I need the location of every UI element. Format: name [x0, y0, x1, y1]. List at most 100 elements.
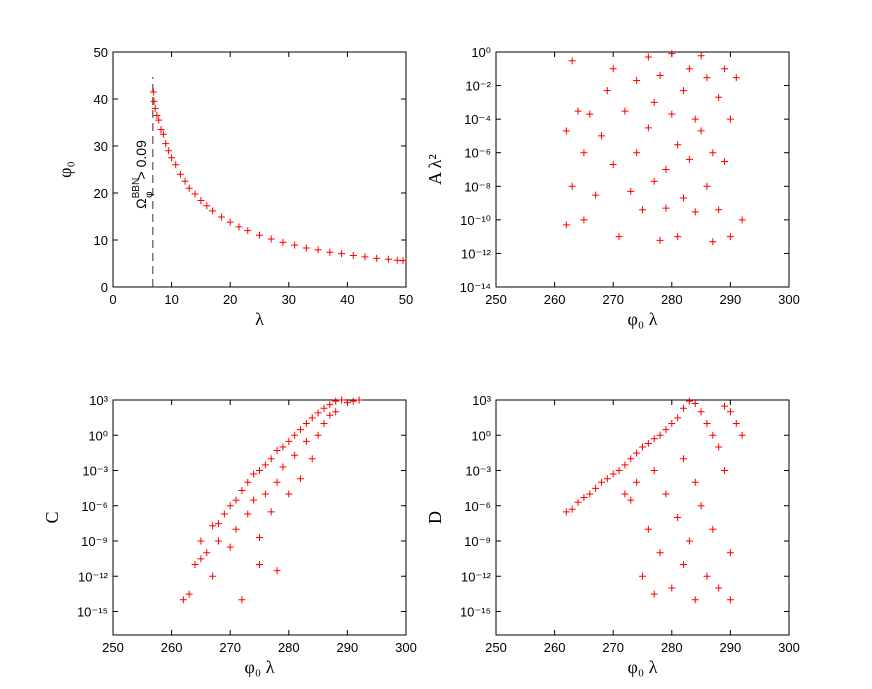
data-point	[656, 236, 664, 244]
data-point	[349, 397, 357, 405]
data-point	[639, 443, 646, 451]
data-point	[691, 115, 699, 123]
data-point	[650, 435, 658, 443]
data-point	[197, 197, 205, 205]
data-point	[291, 241, 299, 249]
y-tick-label: 10⁻⁹	[464, 534, 491, 549]
data-point	[176, 170, 184, 178]
data-point	[627, 187, 635, 195]
subplot: 0 10 20 30 40 50 0 10 20 30 40 50 λ φ₀ ΩBBN φ > 0.09	[55, 45, 413, 329]
data-point	[726, 549, 734, 557]
data-point	[179, 596, 187, 604]
annotation-rest: > 0.09	[133, 140, 149, 183]
data-point	[562, 221, 570, 229]
y-tick-label: 40	[94, 92, 108, 107]
data-point	[656, 71, 664, 79]
y-tick-label: 10⁻¹⁰	[460, 213, 491, 228]
data-point	[697, 127, 705, 135]
data-point	[609, 470, 617, 478]
data-point	[256, 561, 263, 568]
data-point	[656, 549, 664, 557]
data-point	[662, 426, 670, 434]
axes-box	[112, 51, 407, 288]
data-point	[650, 590, 658, 598]
y-tick-label: 10⁻¹⁵	[77, 605, 108, 620]
data-point	[662, 204, 670, 212]
data-point	[149, 88, 157, 96]
data-point	[261, 490, 269, 498]
y-tick-label: 10⁻⁹	[81, 534, 108, 549]
data-point	[393, 256, 401, 264]
y-tick-label: 10³	[472, 393, 491, 408]
x-tick-label: 0	[109, 292, 116, 307]
data-point	[697, 408, 705, 416]
data-point	[568, 505, 576, 513]
data-point	[214, 537, 222, 545]
data-point	[726, 115, 734, 123]
data-point	[680, 455, 688, 463]
data-point	[650, 98, 658, 106]
data-point	[603, 475, 611, 483]
axes-box	[495, 51, 790, 288]
y-tick-label: 10⁻⁸	[464, 179, 491, 194]
x-tick-label: 250	[485, 640, 507, 655]
x-tick-label: 20	[223, 292, 237, 307]
y-tick-label: 10⁻³	[82, 464, 108, 479]
y-tick-label: 20	[94, 186, 108, 201]
data-point	[697, 52, 705, 60]
y-tick-label: 10⁰	[471, 428, 491, 443]
y-tick-label: 10⁻⁶	[81, 499, 108, 514]
x-tick-label: 250	[102, 640, 124, 655]
data-point	[721, 65, 729, 73]
data-point	[320, 404, 328, 412]
data-point	[674, 414, 682, 422]
y-tick-label: 10⁻¹²	[78, 569, 109, 584]
data-point	[726, 596, 734, 604]
data-point	[674, 233, 682, 241]
data-point	[650, 177, 658, 185]
data-point	[297, 426, 305, 434]
y-tick-label: 10⁻²	[465, 79, 491, 94]
data-point	[355, 396, 363, 404]
data-point	[308, 414, 316, 422]
data-point	[279, 238, 287, 246]
data-point	[721, 157, 729, 165]
data-point	[586, 490, 594, 498]
data-point	[668, 110, 676, 118]
data-point	[691, 400, 699, 408]
data-point	[203, 549, 211, 557]
data-point	[703, 572, 711, 580]
data-point	[226, 543, 234, 551]
data-point	[273, 567, 281, 575]
data-point	[715, 584, 723, 592]
data-point	[562, 508, 570, 516]
data-point	[674, 514, 682, 521]
data-point	[633, 478, 641, 486]
data-point	[153, 111, 161, 119]
data-point	[668, 50, 676, 58]
data-point	[244, 227, 252, 235]
data-point	[621, 461, 629, 469]
annotation: ΩBBN φ > 0.09	[131, 140, 155, 209]
data-point	[256, 231, 263, 239]
data-point	[662, 490, 670, 498]
data-point	[709, 238, 717, 246]
data-point	[314, 409, 322, 417]
data-point	[703, 74, 711, 82]
x-axis-label: λ	[255, 309, 264, 329]
y-tick-label: 10⁻¹⁴	[460, 280, 491, 295]
data-point	[609, 65, 617, 73]
data-point	[273, 447, 281, 455]
data-point	[668, 584, 676, 592]
data-point	[644, 53, 652, 61]
data-point	[615, 233, 623, 241]
data-point	[155, 116, 163, 124]
x-tick-label: 270	[219, 640, 241, 655]
x-tick-label: 30	[282, 292, 296, 307]
data-point	[615, 467, 623, 474]
data-point	[181, 177, 189, 185]
y-tick-label: 10⁻⁶	[464, 499, 491, 514]
data-point	[715, 206, 723, 214]
data-point	[267, 455, 275, 463]
data-point	[232, 525, 240, 533]
